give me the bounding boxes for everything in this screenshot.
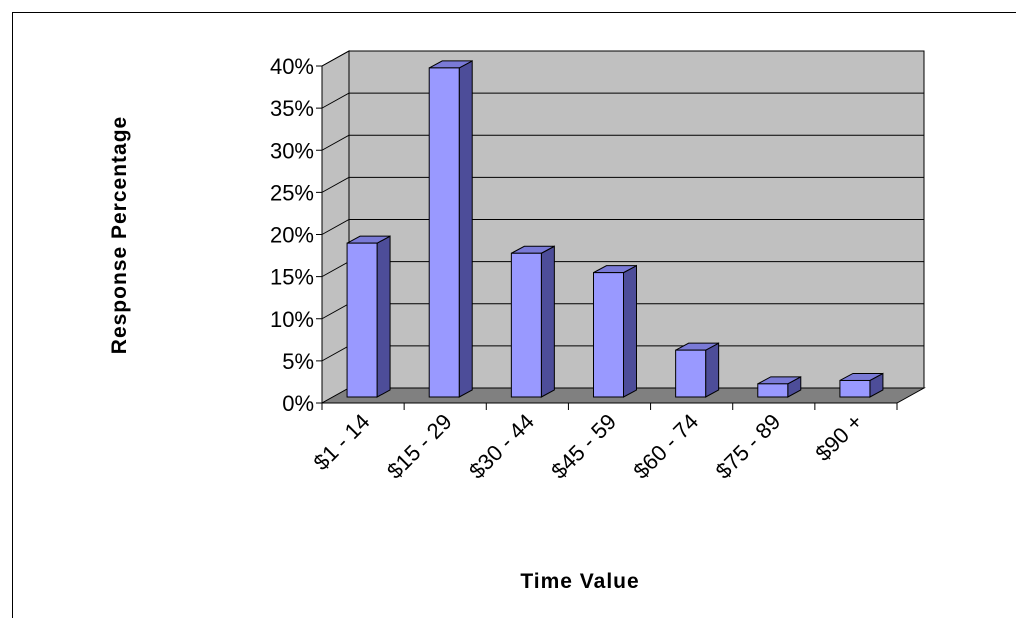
y-tick-label: 30% <box>270 138 314 163</box>
bar-front <box>675 349 707 398</box>
x-tick-label: $60 - 74 <box>628 409 703 484</box>
bar-2 <box>428 60 473 398</box>
chart-frame <box>12 12 1016 618</box>
bar-3 <box>510 245 555 398</box>
x-tick-label: $90 + <box>810 409 867 466</box>
bar-side <box>376 235 391 398</box>
y-axis-title: Response Percentage <box>108 116 131 354</box>
bar-front <box>593 272 624 398</box>
gridline <box>321 134 924 151</box>
y-tick-label: 15% <box>270 265 314 290</box>
y-tick-label: 20% <box>270 223 314 248</box>
x-axis-title: Time Value <box>520 570 639 593</box>
gridline <box>321 92 924 109</box>
axes <box>316 65 898 410</box>
x-tick-labels: $1 - 14 $15 - 29 $30 - 44 $45 - 59 $60 - 74 $… <box>308 409 867 484</box>
y-tick-label: 0% <box>282 391 314 416</box>
bar-6 <box>757 375 802 398</box>
bar-front <box>839 379 871 398</box>
y-tick-label: 10% <box>270 307 314 332</box>
bar-side <box>540 245 555 398</box>
y-tick-label: 25% <box>270 180 314 205</box>
x-tick-label: $45 - 59 <box>546 409 621 484</box>
bar-5 <box>675 342 720 398</box>
bar-front <box>346 242 378 398</box>
bar-front <box>510 252 542 398</box>
x-tick-label: $15 - 29 <box>382 409 457 484</box>
x-tick-label: $75 - 89 <box>711 409 786 484</box>
gridline <box>321 50 924 67</box>
bar-front <box>757 383 789 398</box>
y-tick-label: 5% <box>282 349 314 374</box>
gridline <box>321 176 924 193</box>
bar-front <box>428 67 460 398</box>
y-tick-label: 40% <box>270 54 314 79</box>
x-tick-label: $1 - 14 <box>308 409 374 475</box>
bars <box>346 60 884 398</box>
bar-side <box>705 342 720 398</box>
bar-1 <box>346 235 391 398</box>
y-tick-labels: 0% 5% 10% 15% 20% 25% 30% 35% 40% <box>270 54 314 416</box>
y-tick-label: 35% <box>270 96 314 121</box>
bar-4 <box>593 264 637 398</box>
bar-7 <box>839 372 884 398</box>
x-tick-label: $30 - 44 <box>464 409 539 484</box>
gridline <box>321 219 924 235</box>
bar-side <box>623 264 637 398</box>
bar-side <box>458 60 473 398</box>
